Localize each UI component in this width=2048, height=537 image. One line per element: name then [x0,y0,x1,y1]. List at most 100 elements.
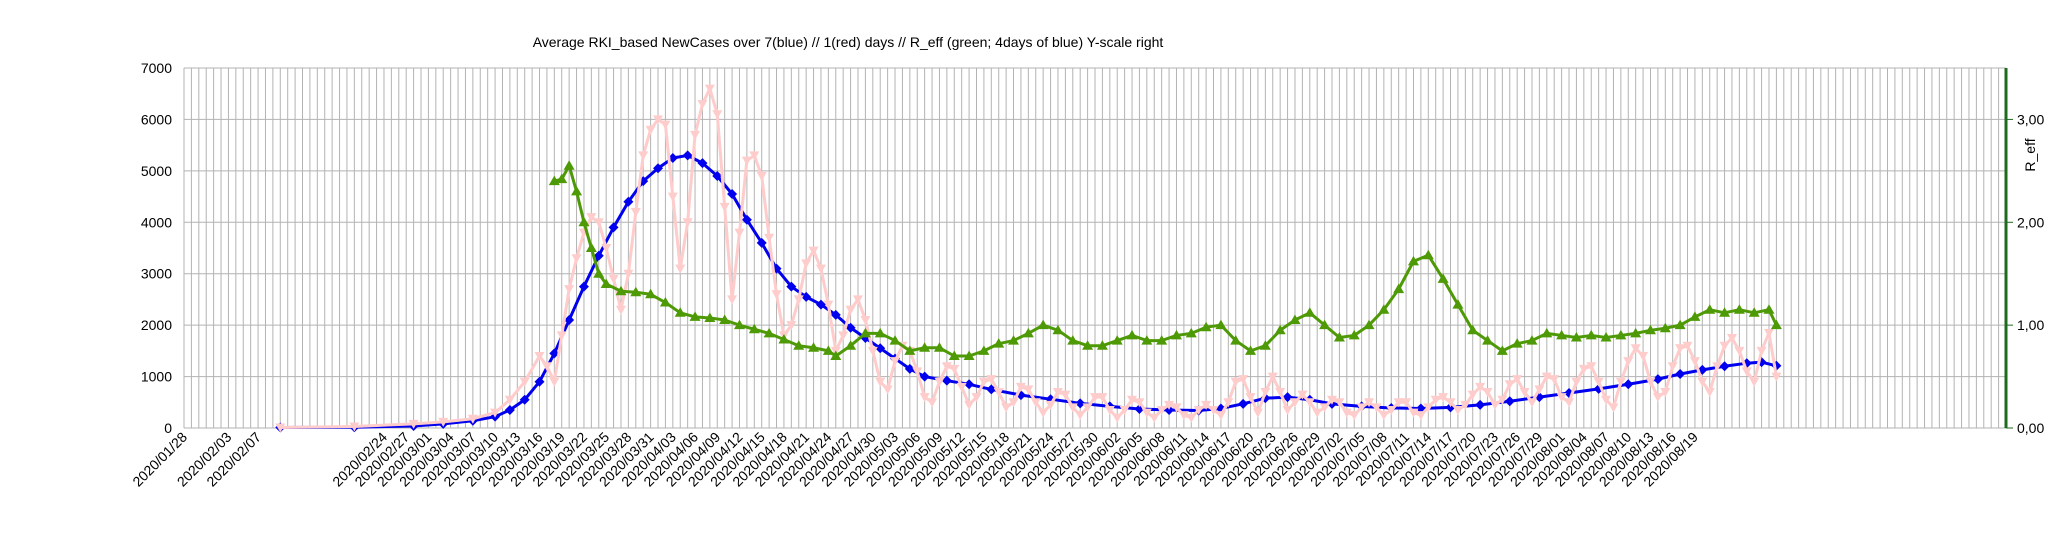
data-point [1704,388,1715,397]
data-point [756,237,767,248]
data-point [1126,329,1138,340]
data-point [704,312,716,322]
data-point [882,385,893,395]
data-point [786,321,797,331]
data-point [1333,331,1345,342]
data-point [571,185,583,196]
data-point [1756,346,1767,356]
data-point [956,382,967,392]
data-point [1245,345,1257,355]
data-point [964,379,975,390]
data-point [1127,395,1138,405]
chart-title: Average RKI_based NewCases over 7(blue) … [533,34,1164,50]
data-point [1304,307,1316,317]
data-point [763,327,775,338]
data-point [927,398,938,408]
data-point [653,115,664,125]
data-point [1415,411,1426,421]
data-point [653,163,664,174]
data-point [1282,392,1293,403]
data-point [1201,400,1212,410]
data-point [1245,393,1256,403]
data-point [1267,372,1278,382]
data-point [1689,357,1700,367]
data-point [1238,398,1249,409]
data-point [1741,367,1752,377]
data-point [941,375,952,386]
data-point [697,100,708,109]
data-point [1422,249,1434,260]
data-point [1430,395,1441,405]
data-point [859,327,871,338]
data-point [719,202,730,212]
data-point [615,285,627,296]
data-point [1512,375,1523,385]
data-point [993,338,1005,348]
data-point [1186,413,1197,423]
data-point [890,357,901,367]
data-point [1615,377,1626,387]
data-point [749,151,760,161]
data-point [852,295,863,305]
data-point [690,130,701,140]
data-point [682,150,693,161]
data-point [541,362,552,372]
data-point [1675,369,1686,379]
data-point [904,363,915,374]
data-point [1230,377,1241,387]
data-point [556,173,568,184]
y2-axis-label: R_eff [2022,138,2038,171]
data-point [1719,361,1730,372]
data-point [1312,408,1323,418]
data-point [593,218,604,228]
data-point [1771,372,1782,382]
data-point [1770,319,1782,330]
data-point [1445,398,1456,408]
data-point [1489,400,1500,410]
data-point [1038,408,1049,418]
data-point [689,311,701,321]
data-point [964,400,975,410]
data-point [801,291,812,302]
data-point [1482,335,1494,345]
data-point [934,377,945,387]
data-point [786,281,797,292]
data-point [1075,398,1086,409]
data-point [808,246,819,256]
data-point [1482,388,1493,397]
data-point [919,371,930,382]
data-point [1608,403,1619,413]
data-point [534,352,545,361]
data-point [1223,398,1234,408]
y-tick-label: 7000 [141,60,172,76]
data-point [1104,406,1115,415]
data-point [1704,304,1716,314]
data-point [1689,311,1701,321]
data-point [564,285,575,295]
data-point [830,350,842,360]
data-point [519,394,530,405]
data-point [534,376,545,387]
data-point [1644,324,1656,335]
data-point [1082,403,1093,413]
data-point [1141,408,1152,418]
data-point [801,259,812,269]
data-point [1349,411,1360,421]
data-point [630,208,641,217]
data-point [1733,304,1745,314]
data-point [1630,327,1642,338]
data-point [764,233,775,243]
y-tick-label: 4000 [141,214,172,230]
data-point [949,364,960,374]
data-point [1578,364,1589,374]
data-point [1170,329,1182,340]
y-tick-label: 6000 [141,111,172,127]
data-point [675,264,686,274]
data-point [1260,388,1271,397]
data-point [978,377,989,387]
data-point [1682,341,1693,351]
data-point [948,350,960,360]
data-point [1615,329,1627,340]
data-point [919,393,930,403]
data-point [845,340,857,350]
